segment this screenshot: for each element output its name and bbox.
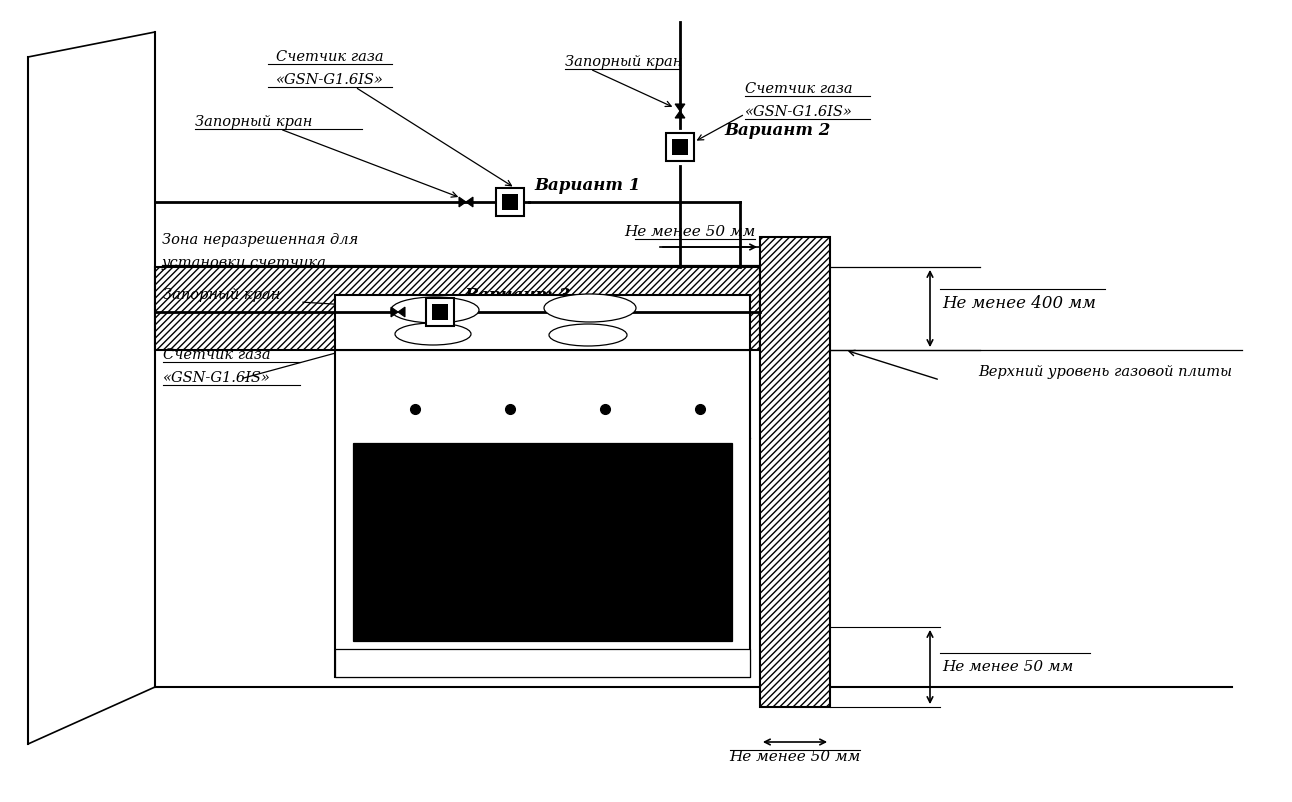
Bar	[760, 237, 829, 707]
Text: Не менее 50 мм: Не менее 50 мм	[624, 225, 756, 239]
Text: «GSN-G1.6IS»: «GSN-G1.6IS»	[163, 371, 271, 385]
Bar	[335, 350, 749, 677]
Text: Не менее 400 мм: Не менее 400 мм	[942, 295, 1096, 313]
Text: Счетчик газа: Счетчик газа	[745, 82, 853, 96]
Polygon shape	[676, 104, 685, 111]
Text: установки счетчика: установки счетчика	[162, 256, 327, 270]
Text: Счетчик газа: Счетчик газа	[163, 348, 270, 362]
Bar	[433, 304, 448, 320]
Bar	[665, 133, 694, 161]
Polygon shape	[398, 307, 404, 317]
Polygon shape	[391, 307, 398, 317]
Bar	[155, 267, 760, 350]
Ellipse shape	[391, 297, 479, 323]
Text: Зона неразрешенная для: Зона неразрешенная для	[162, 233, 358, 247]
Polygon shape	[466, 197, 473, 207]
Bar	[335, 649, 749, 677]
Polygon shape	[459, 197, 466, 207]
Text: Вариант 1: Вариант 1	[534, 177, 641, 194]
Bar	[496, 188, 525, 216]
Bar	[426, 298, 453, 326]
Text: Верхний уровень газовой плиты: Верхний уровень газовой плиты	[978, 365, 1233, 379]
Text: Запорный кран: Запорный кран	[565, 55, 682, 69]
Ellipse shape	[544, 294, 636, 322]
Polygon shape	[676, 111, 685, 118]
Text: Вариант 2: Вариант 2	[724, 122, 831, 139]
Bar	[155, 267, 760, 350]
Text: Запорный кран: Запорный кран	[163, 288, 280, 302]
Bar	[760, 237, 829, 707]
Text: Запорный кран: Запорный кран	[195, 115, 313, 129]
Bar	[335, 295, 749, 350]
Text: Вариант 3: Вариант 3	[464, 287, 570, 304]
Ellipse shape	[395, 323, 472, 345]
Bar	[503, 194, 518, 209]
Bar	[353, 444, 733, 641]
Bar	[672, 140, 687, 155]
Text: Счетчик газа: Счетчик газа	[276, 50, 384, 64]
Text: Не менее 50 мм: Не менее 50 мм	[730, 750, 860, 764]
Ellipse shape	[549, 324, 627, 346]
Text: «GSN-G1.6IS»: «GSN-G1.6IS»	[276, 73, 384, 87]
Text: Не менее 50 мм: Не менее 50 мм	[942, 660, 1074, 674]
Text: «GSN-G1.6IS»: «GSN-G1.6IS»	[745, 105, 853, 119]
